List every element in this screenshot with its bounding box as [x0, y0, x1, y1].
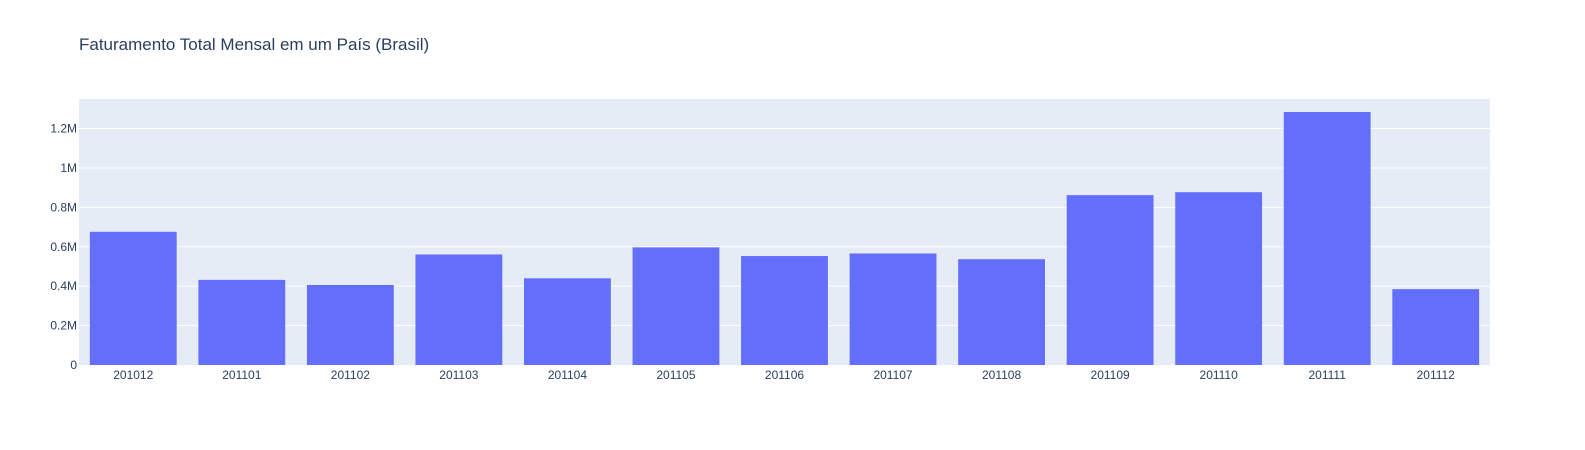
x-tick-label: 201104: [548, 368, 587, 382]
x-tick-label: 201109: [1091, 368, 1130, 382]
x-axis-ticks: 201012 201101 201102 201103 201104 201105 2011…: [113, 368, 1455, 382]
y-tick-label: 1.2M: [50, 122, 77, 136]
x-tick-label: 201106: [765, 368, 804, 382]
x-tick-label: 201101: [222, 368, 261, 382]
bar-201102[interactable]: [306, 285, 394, 365]
bar-201108[interactable]: [958, 259, 1045, 365]
x-tick-label: 201108: [982, 368, 1021, 382]
bar-201112[interactable]: [1392, 289, 1480, 365]
y-tick-label: 1M: [60, 161, 77, 175]
bar-201105[interactable]: [632, 247, 720, 365]
bar-201107[interactable]: [849, 253, 937, 365]
y-tick-label: 0.6M: [50, 240, 77, 254]
bar-201109[interactable]: [1066, 195, 1154, 365]
x-tick-label: 201110: [1200, 368, 1239, 382]
bar-201111[interactable]: [1283, 112, 1371, 365]
x-tick-label: 201103: [439, 368, 478, 382]
x-tick-label: 201107: [873, 368, 912, 382]
bar-201110[interactable]: [1175, 192, 1263, 365]
bar-201104[interactable]: [524, 278, 611, 365]
chart-title: Faturamento Total Mensal em um País (Bra…: [79, 35, 429, 54]
x-tick-label: 201111: [1309, 368, 1347, 382]
x-tick-label: 201105: [656, 368, 695, 382]
y-axis-ticks: 0 0.2M 0.4M 0.6M 0.8M 1M 1.2M: [50, 122, 77, 372]
bar-201103[interactable]: [415, 254, 503, 365]
x-tick-label: 201102: [331, 368, 370, 382]
x-tick-label: 201112: [1417, 368, 1456, 382]
bar-201106[interactable]: [741, 256, 828, 365]
y-tick-label: 0.8M: [50, 200, 77, 214]
bar-201101[interactable]: [198, 279, 286, 365]
y-tick-label: 0.2M: [50, 319, 77, 333]
x-tick-label: 201012: [113, 368, 153, 382]
bar-201012[interactable]: [89, 231, 177, 365]
y-tick-label: 0: [70, 358, 77, 372]
y-tick-label: 0.4M: [50, 279, 77, 293]
bars: [89, 112, 1480, 365]
